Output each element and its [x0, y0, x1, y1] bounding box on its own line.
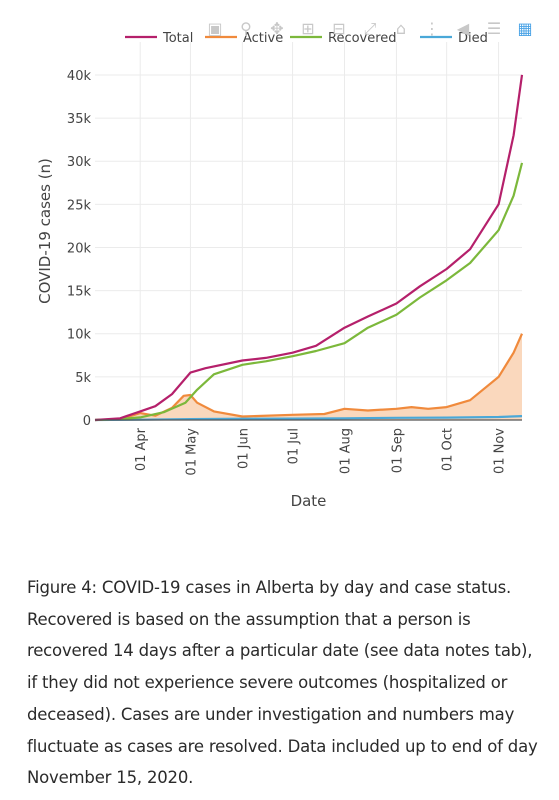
- legend[interactable]: Total Active Recovered Died: [125, 31, 488, 46]
- series-line-total[interactable]: [94, 74, 524, 422]
- hover-compare-icon[interactable]: ☰: [486, 19, 502, 38]
- y-axis-title: COVID-19 cases (n): [36, 158, 54, 304]
- y-tick-label: 35k: [67, 112, 92, 127]
- active-area-fill: [95, 333, 522, 420]
- legend-label: Total: [162, 31, 193, 46]
- x-axis-title: Date: [291, 492, 327, 510]
- spike-lines-icon[interactable]: ⋮: [424, 19, 440, 38]
- legend-item-recovered[interactable]: Recovered: [290, 31, 397, 46]
- x-tick-label: 01 Oct: [441, 428, 456, 471]
- x-tick-label: 01 Nov: [493, 428, 508, 474]
- legend-item-total[interactable]: Total: [125, 31, 193, 46]
- y-tick-labels: 0 5k 10k 15k 20k 25k 30k 35k 40k: [67, 69, 92, 429]
- legend-label: Recovered: [328, 31, 397, 46]
- x-tick-label: 01 Aug: [339, 428, 354, 474]
- legend-label: Died: [458, 31, 488, 46]
- modebar: ▣ ⚲ ✥ ⊞ ⊟ ⤢ ⌂ ⋮ ◀ ☰ ▦: [202, 16, 538, 42]
- y-tick-label: 40k: [67, 69, 92, 84]
- autoscale-icon[interactable]: ⤢: [363, 19, 377, 38]
- active-area-layer: [95, 333, 522, 420]
- reset-axes-icon[interactable]: ⌂: [395, 19, 407, 38]
- zoom-out-icon[interactable]: ⊟: [332, 19, 346, 38]
- legend-item-active[interactable]: Active: [205, 31, 283, 46]
- plotly-logo-icon[interactable]: ▦: [517, 19, 533, 38]
- y-tick-label: 20k: [67, 241, 92, 256]
- grid-layer: [95, 42, 522, 420]
- y-tick-label: 30k: [67, 155, 92, 170]
- x-tick-label: 01 May: [184, 428, 199, 476]
- x-tick-label: 01 Jun: [236, 428, 251, 469]
- x-tick-label: 01 Apr: [134, 427, 149, 471]
- camera-icon[interactable]: ▣: [207, 19, 223, 38]
- y-tick-label: 15k: [67, 285, 92, 300]
- legend-label: Active: [243, 31, 283, 46]
- series-line-recovered[interactable]: [94, 162, 524, 422]
- pan-icon[interactable]: ✥: [270, 19, 284, 38]
- y-tick-label: 25k: [67, 198, 92, 213]
- x-tick-label: 01 Jul: [287, 428, 302, 464]
- x-tick-labels: 01 Apr 01 May 01 Jun 01 Jul 01 Aug 01 Sep 01 O…: [134, 427, 507, 475]
- y-tick-label: 10k: [67, 328, 92, 343]
- x-tick-label: 01 Sep: [390, 428, 405, 473]
- hover-closest-icon[interactable]: ◀: [456, 19, 470, 38]
- y-tick-label: 0: [83, 414, 91, 429]
- y-tick-label: 5k: [75, 371, 91, 386]
- zoom-icon[interactable]: ⚲: [240, 19, 252, 38]
- legend-item-died[interactable]: Died: [420, 31, 488, 46]
- figure-caption: Figure 4: COVID-19 cases in Alberta by d…: [27, 578, 538, 788]
- zoom-in-icon[interactable]: ⊞: [301, 19, 315, 38]
